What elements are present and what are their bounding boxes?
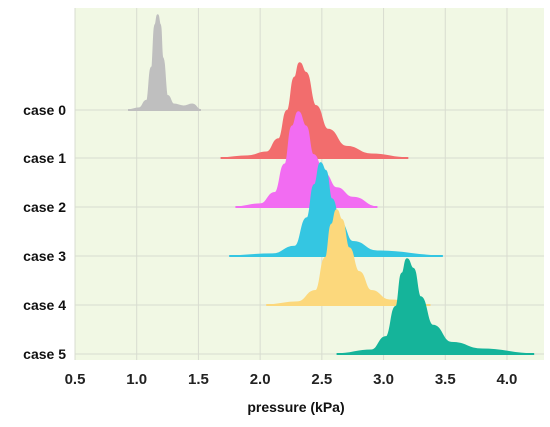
y-label-case-0: case 0: [23, 102, 66, 118]
x-tick-label: 1.5: [188, 371, 209, 388]
ridge-case-2: [235, 111, 378, 208]
y-axis-labels: case 0 case 1 case 2 case 3 case 4 case 5: [23, 102, 66, 362]
y-label-case-2: case 2: [23, 199, 66, 215]
y-label-case-4: case 4: [23, 297, 66, 313]
ridges: [128, 14, 535, 355]
x-axis-ticks: 0.5 1.0 1.5 2.0 2.5 3.0 3.5 4.0: [65, 371, 518, 388]
y-label-case-3: case 3: [23, 248, 66, 264]
y-label-case-5: case 5: [23, 346, 66, 362]
ridge-case-4: [266, 209, 431, 306]
x-tick-label: 2.5: [311, 371, 332, 388]
x-tick-label: 4.0: [497, 371, 518, 388]
x-tick-label: 2.0: [250, 371, 271, 388]
ridge-case-1: [220, 62, 409, 159]
y-label-case-1: case 1: [23, 150, 66, 166]
x-tick-label: 0.5: [65, 371, 86, 388]
x-tick-label: 3.5: [435, 371, 456, 388]
ridge-case-0: [128, 14, 202, 111]
ridge-case-5: [336, 258, 535, 355]
x-tick-label: 1.0: [126, 371, 147, 388]
x-tick-label: 3.0: [373, 371, 394, 388]
x-axis-title: pressure (kPa): [247, 399, 344, 415]
